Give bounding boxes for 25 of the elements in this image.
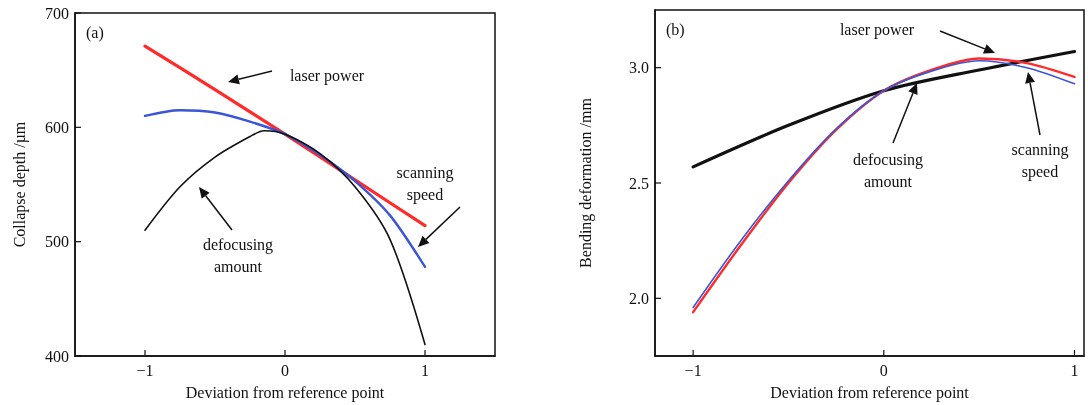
text: (b): [666, 20, 685, 39]
x-tick-label: 0: [281, 361, 289, 379]
annotation: laser power: [839, 20, 915, 39]
x-tick-label: 1: [1070, 361, 1079, 379]
annotation: defocusing amount: [202, 235, 274, 275]
x-tick-label: −1: [684, 361, 702, 379]
y-tick-label: 600: [45, 118, 69, 136]
annotation: defocusing amount: [852, 150, 924, 190]
x-tick-label: 0: [879, 361, 888, 379]
x-tick-label: 1: [421, 361, 429, 379]
x-axis-title: Deviation from reference point: [185, 383, 385, 402]
y-tick-label: 400: [45, 347, 69, 365]
y-axis-title: Collapse depth /µm: [10, 121, 29, 248]
annotation: scanning speed: [396, 163, 454, 204]
y-tick-label: 2.5: [629, 174, 649, 192]
y-tick-label: 700: [45, 4, 69, 22]
x-tick-label: −1: [136, 361, 154, 379]
y-tick-label: 3.0: [629, 59, 649, 77]
x-axis-title: Deviation from reference point: [770, 383, 970, 402]
y-axis-title: Bending deformation /mm: [576, 97, 595, 268]
y-tick-label: 500: [45, 233, 69, 251]
y-tick-label: 2.0: [629, 289, 649, 307]
annotation: scanning speed: [1011, 140, 1069, 181]
text: (a): [86, 23, 104, 42]
annotation: laser power: [289, 66, 365, 85]
